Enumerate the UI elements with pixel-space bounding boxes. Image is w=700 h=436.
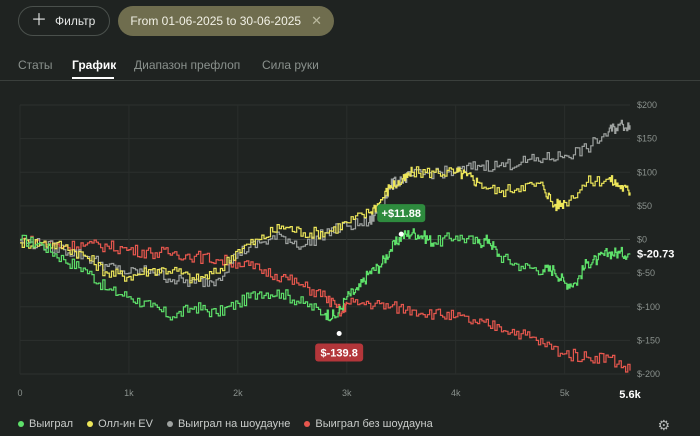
annotation-label: $-139.8 bbox=[321, 348, 358, 360]
filter-button[interactable]: ＋ Фильтр bbox=[18, 6, 111, 36]
x-tick-label-last: 5.6k bbox=[619, 389, 641, 401]
annotation-badge bbox=[377, 204, 426, 223]
y-tick-label: $-150 bbox=[637, 335, 660, 345]
y-tick-label: $-50 bbox=[637, 268, 655, 278]
date-range-chip[interactable]: From 01-06-2025 to 30-06-2025 ✕ bbox=[118, 6, 335, 36]
y-tick-label: $200 bbox=[637, 100, 657, 110]
tab-hand-strength[interactable]: Сила руки bbox=[262, 58, 319, 72]
annotation-label: +$11.88 bbox=[382, 208, 421, 220]
legend-item-non-showdown[interactable]: Выиграл без шоудауна bbox=[304, 418, 433, 430]
active-tab-underline bbox=[72, 77, 114, 79]
y-tick-label: $-100 bbox=[637, 302, 660, 312]
annotation-point bbox=[336, 331, 342, 337]
legend-dot bbox=[304, 421, 311, 427]
gear-icon[interactable]: ⚙ bbox=[657, 417, 670, 433]
legend-item-won[interactable]: Выиграл bbox=[18, 418, 73, 430]
chart-legend: Выиграл Олл-ин EV Выиграл на шоудауне Вы… bbox=[18, 418, 433, 430]
legend-dot bbox=[166, 421, 173, 427]
results-chart: $200 $150 $100 $50 $0 $-50 $-100 $-150 $-200 0 1k 2… bbox=[17, 100, 674, 401]
y-tick-label: $0 bbox=[637, 235, 647, 245]
series-line-3 bbox=[20, 235, 631, 373]
legend-label: Выиграл без шоудауна bbox=[315, 418, 433, 430]
y-tick-label: $50 bbox=[637, 201, 652, 211]
legend-label: Выиграл bbox=[29, 418, 74, 430]
x-tick-label: 3k bbox=[342, 388, 352, 398]
tab-bar: Статы График Диапазон префлоп Сила руки bbox=[0, 52, 700, 81]
legend-dot bbox=[87, 421, 94, 427]
legend-label: Выиграл на шоудауне bbox=[177, 418, 291, 430]
annotation-point bbox=[398, 231, 404, 237]
legend-dot bbox=[18, 421, 24, 427]
annotation-badge bbox=[315, 343, 364, 362]
x-tick-label: 4k bbox=[451, 388, 461, 398]
series-line-2 bbox=[20, 119, 631, 288]
y-tick-label: $100 bbox=[637, 167, 657, 177]
series-line-1 bbox=[20, 166, 631, 284]
tab-chart[interactable]: График bbox=[72, 58, 117, 72]
legend-item-showdown[interactable]: Выиграл на шоудауне bbox=[166, 418, 291, 430]
x-tick-label: 1k bbox=[124, 388, 134, 398]
x-tick-label: 5k bbox=[560, 388, 570, 398]
close-icon[interactable]: ✕ bbox=[311, 13, 323, 28]
tab-preflop-range[interactable]: Диапазон префлоп bbox=[134, 58, 241, 72]
x-tick-label: 0 bbox=[17, 388, 22, 398]
legend-label: Олл-ин EV bbox=[98, 418, 153, 430]
end-value-label: $-20.73 bbox=[637, 249, 674, 261]
plus-icon: ＋ bbox=[31, 12, 48, 29]
legend-item-allin-ev[interactable]: Олл-ин EV bbox=[87, 418, 153, 430]
series-line-0 bbox=[20, 228, 631, 322]
filter-button-label: Фильтр bbox=[55, 14, 96, 28]
date-range-label: From 01-06-2025 to 30-06-2025 bbox=[130, 14, 302, 28]
y-tick-label: $150 bbox=[637, 134, 657, 144]
x-tick-label: 2k bbox=[233, 388, 243, 398]
tab-stats[interactable]: Статы bbox=[18, 58, 53, 72]
y-tick-label: $-200 bbox=[637, 369, 660, 379]
